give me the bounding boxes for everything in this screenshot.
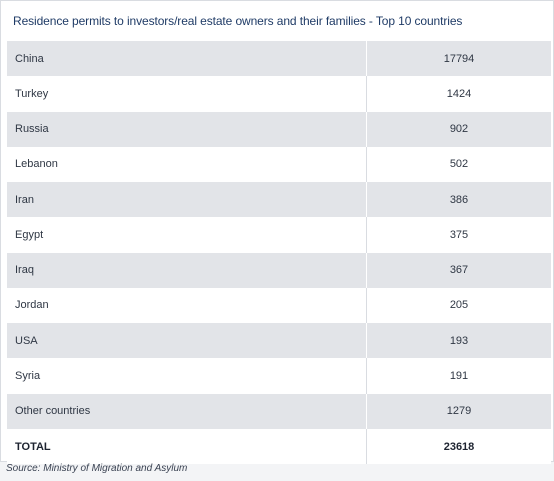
value-cell: 1279 xyxy=(366,393,551,429)
value-cell: 17794 xyxy=(366,41,551,77)
value-cell: 193 xyxy=(366,323,551,359)
table-title: Residence permits to investors/real esta… xyxy=(13,14,463,28)
table-row: Jordan 205 xyxy=(7,287,551,324)
country-cell: Iran xyxy=(15,193,34,206)
country-cell: Jordan xyxy=(15,299,49,312)
source-note: Source: Ministry of Migration and Asylum xyxy=(6,463,188,474)
country-cell: Lebanon xyxy=(15,158,58,171)
country-cell: Turkey xyxy=(15,87,49,100)
table-row: Iraq 367 xyxy=(7,252,551,288)
table-row: Egypt 375 xyxy=(7,217,551,253)
table-row: China 17794 xyxy=(7,41,551,77)
table-row: Syria 191 xyxy=(7,358,551,394)
table-row: USA 193 xyxy=(7,323,551,359)
total-value: 23618 xyxy=(366,428,551,465)
value-cell: 386 xyxy=(366,182,551,218)
value-cell: 375 xyxy=(366,217,551,253)
total-row: TOTAL 23618 xyxy=(7,428,551,465)
table-row: Turkey 1424 xyxy=(7,76,551,112)
table-row: Russia 902 xyxy=(7,111,551,147)
table-frame: Residence permits to investors/real esta… xyxy=(0,0,554,465)
table-row: Lebanon 502 xyxy=(7,146,551,183)
value-cell: 191 xyxy=(366,358,551,394)
value-cell: 205 xyxy=(366,287,551,324)
country-cell: Other countries xyxy=(15,405,91,418)
value-cell: 902 xyxy=(366,111,551,147)
table-row: Iran 386 xyxy=(7,182,551,218)
value-cell: 1424 xyxy=(366,76,551,112)
country-cell: China xyxy=(15,52,44,65)
country-cell: Syria xyxy=(15,370,41,383)
data-table: China 17794 Turkey 1424 Russia 902 Lebanon 502 I… xyxy=(7,41,551,465)
country-cell: Egypt xyxy=(15,228,44,241)
value-cell: 367 xyxy=(366,252,551,288)
value-cell: 502 xyxy=(366,146,551,183)
country-cell: Russia xyxy=(15,123,49,136)
country-cell: Iraq xyxy=(15,264,34,277)
table-row: Other countries 1279 xyxy=(7,393,551,429)
total-label: TOTAL xyxy=(15,440,51,453)
country-cell: USA xyxy=(15,334,38,347)
